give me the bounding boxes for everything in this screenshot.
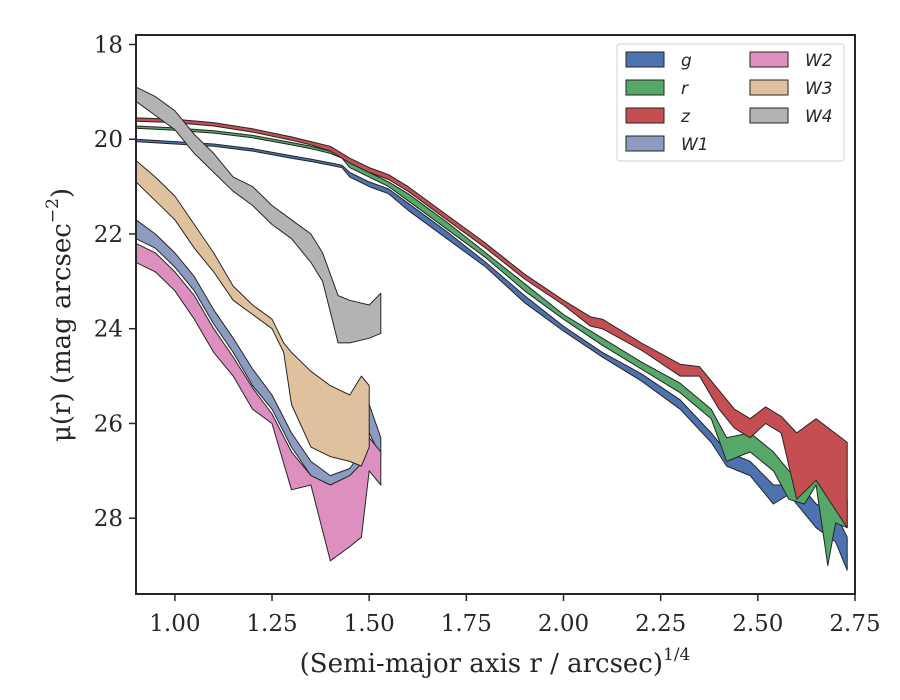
x-axis-label-text: (Semi-major axis r / arcsec) bbox=[300, 649, 663, 679]
y-tick-label: 24 bbox=[94, 317, 123, 343]
y-axis-ticks: 18 20 22 24 26 28 bbox=[94, 32, 136, 532]
x-tick-label: 1.25 bbox=[246, 611, 297, 637]
plot-frame bbox=[135, 34, 856, 595]
y-tick-label: 22 bbox=[94, 222, 123, 248]
legend-label-g: g bbox=[681, 51, 692, 71]
legend-swatch-w4 bbox=[749, 107, 789, 124]
y-axis-label-suffix: ) bbox=[47, 188, 77, 198]
x-tick-label: 1.50 bbox=[344, 611, 395, 637]
x-tick-label: 2.00 bbox=[538, 611, 589, 637]
legend-label-z: z bbox=[680, 107, 691, 127]
legend-swatch-w3 bbox=[749, 79, 789, 96]
band-w2 bbox=[135, 242, 382, 562]
x-axis-label-exponent: 1/4 bbox=[663, 645, 690, 665]
band-g bbox=[135, 138, 848, 571]
legend-swatch-g bbox=[625, 51, 665, 68]
legend-label-w2: W2 bbox=[805, 51, 833, 71]
legend: grz W1 W2 W3 W4 bbox=[616, 43, 845, 162]
legend-swatch-w2 bbox=[749, 51, 789, 68]
y-tick-label: 18 bbox=[94, 32, 123, 58]
x-tick-label: 2.75 bbox=[829, 611, 880, 637]
y-axis-label: μ(r) (mag arcsec−2) bbox=[43, 188, 77, 442]
x-axis-label: (Semi-major axis r / arcsec)1/4 bbox=[300, 645, 691, 679]
x-axis-ticks: 1.00 1.25 1.50 1.75 2.00 2.25 2.50 2.75 bbox=[149, 594, 881, 637]
band-w4 bbox=[135, 86, 382, 344]
legend-swatch-z bbox=[625, 107, 665, 124]
x-tick-label: 2.25 bbox=[635, 611, 686, 637]
data-bands bbox=[135, 86, 848, 571]
y-axis-label-exponent: −2 bbox=[43, 198, 63, 223]
legend-label-w1: W1 bbox=[681, 135, 709, 155]
legend-swatch-r bbox=[625, 79, 665, 96]
x-tick-label: 2.50 bbox=[732, 611, 783, 637]
band-z bbox=[135, 117, 848, 529]
legend-label-r: r bbox=[681, 79, 689, 99]
y-axis-label-text: μ(r) (mag arcsec bbox=[47, 223, 77, 442]
legend-box bbox=[616, 43, 845, 162]
legend-label-w4: W4 bbox=[805, 107, 833, 127]
legend-swatch-w1 bbox=[625, 135, 665, 152]
x-tick-label: 1.00 bbox=[149, 611, 200, 637]
y-tick-label: 26 bbox=[94, 411, 123, 437]
y-tick-label: 28 bbox=[94, 506, 123, 532]
y-tick-label: 20 bbox=[94, 127, 123, 153]
band-w3 bbox=[135, 160, 370, 467]
legend-label-w3: W3 bbox=[805, 79, 833, 99]
x-tick-label: 1.75 bbox=[441, 611, 492, 637]
